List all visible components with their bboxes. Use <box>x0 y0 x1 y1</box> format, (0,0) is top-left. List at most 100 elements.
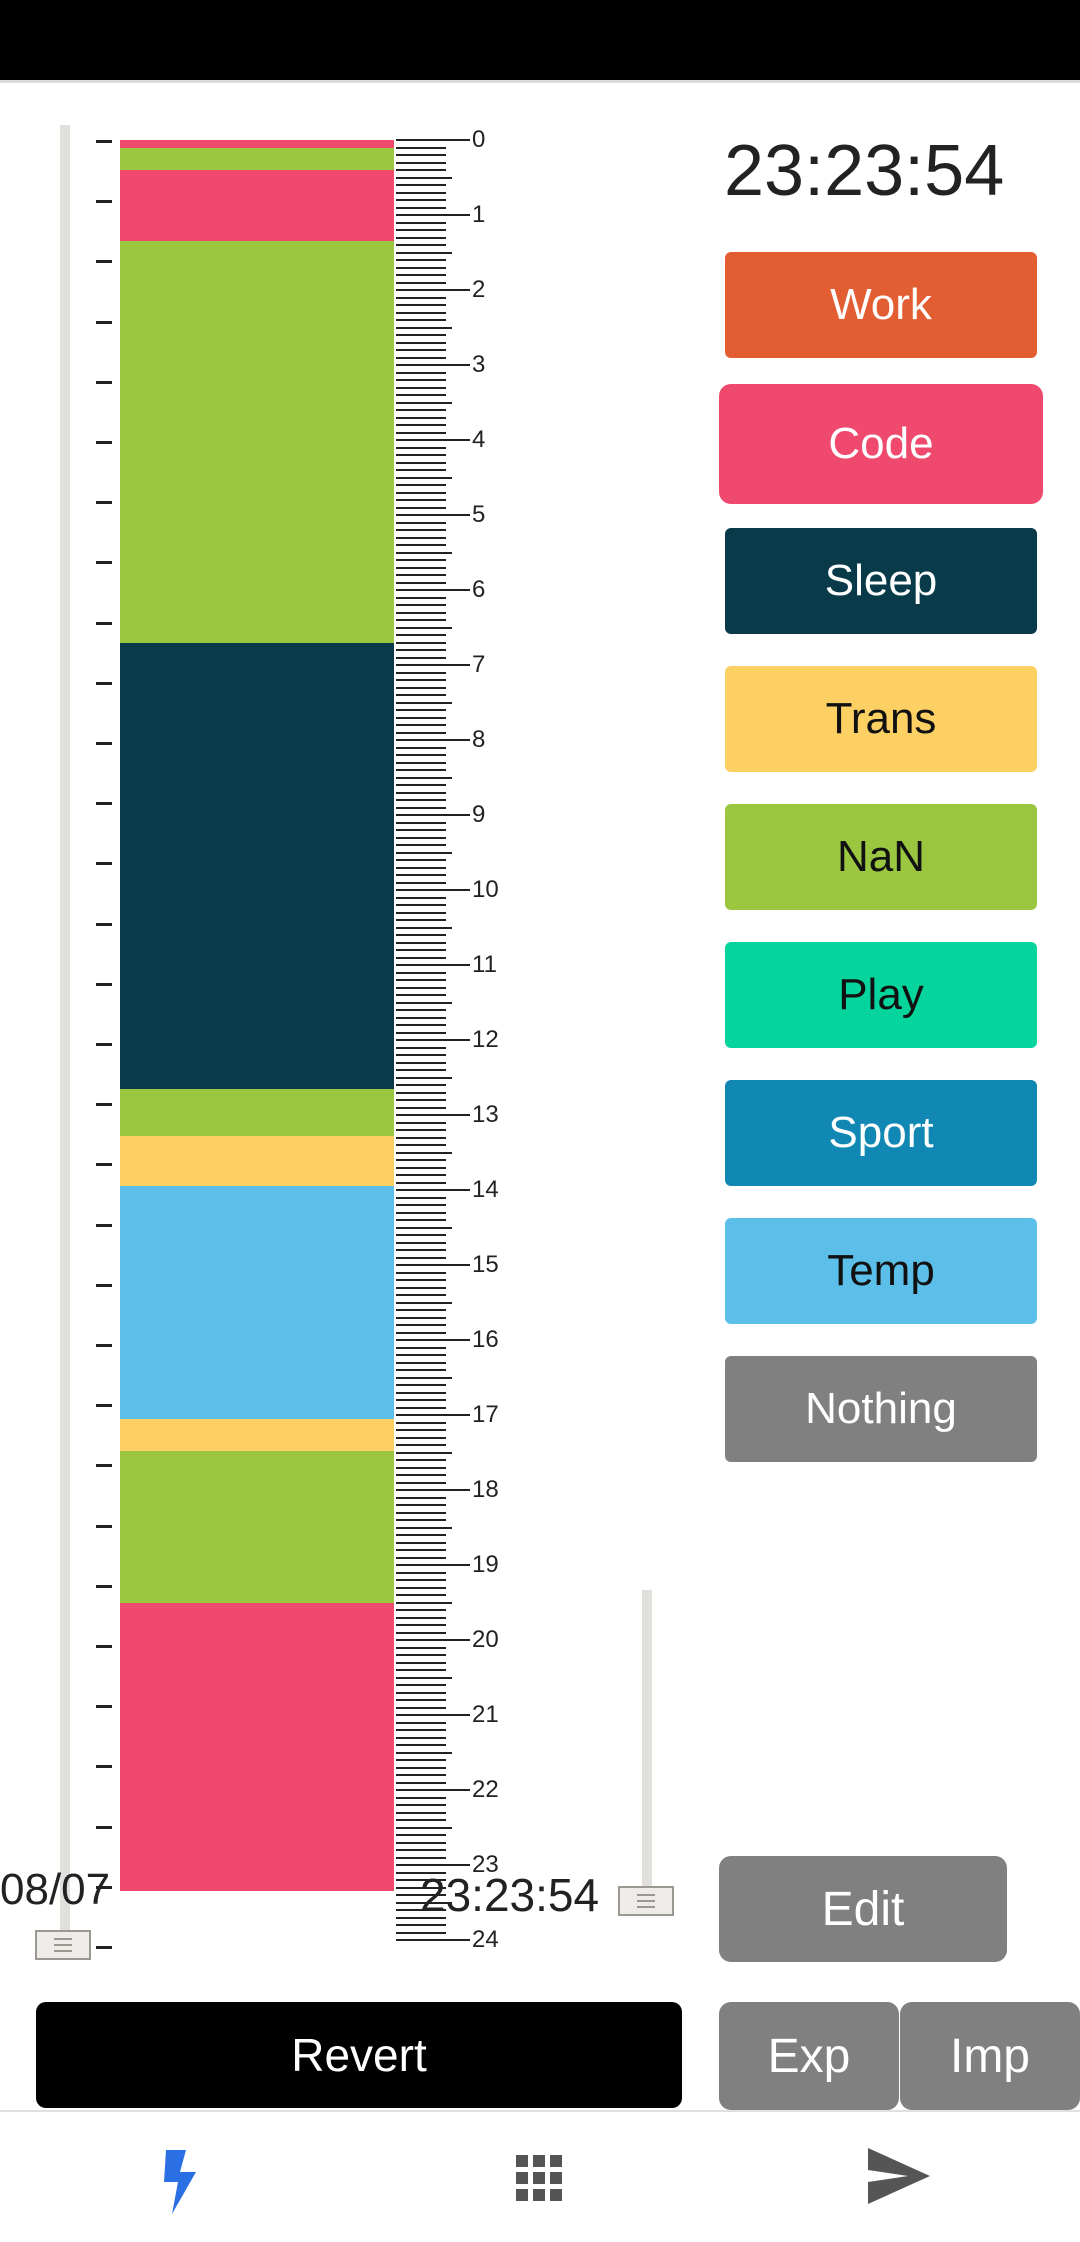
ruler-minor-tick <box>396 1009 446 1011</box>
timeline-segment-trans[interactable] <box>120 1136 394 1187</box>
ruler-minor-tick <box>396 1736 446 1739</box>
timeline-segment-trans[interactable] <box>120 1418 394 1451</box>
edit-button[interactable]: Edit <box>719 1856 1007 1962</box>
timeline-segment-code[interactable] <box>120 140 394 148</box>
ruler-minor-tick <box>396 536 446 539</box>
category-button-nothing[interactable]: Nothing <box>725 1356 1037 1462</box>
category-button-temp[interactable]: Temp <box>725 1218 1037 1324</box>
ruler-minor-tick <box>396 304 446 306</box>
import-button[interactable]: Imp <box>900 2002 1080 2110</box>
ruler-minor-tick <box>396 409 446 411</box>
ruler-half-tick <box>396 1376 452 1379</box>
category-button-play[interactable]: Play <box>725 942 1037 1048</box>
ruler-minor-tick <box>396 416 446 419</box>
lightning-icon[interactable] <box>160 2150 200 2219</box>
dash-tick <box>96 1043 112 1046</box>
ruler-major-tick <box>396 1939 470 1941</box>
timeline-segment-nan[interactable] <box>120 147 394 170</box>
ruler-minor-tick <box>396 896 446 899</box>
grid-icon[interactable] <box>516 2155 562 2206</box>
time-slider-handle[interactable] <box>618 1886 674 1916</box>
ruler-hour-label: 21 <box>472 1701 499 1728</box>
ruler-minor-tick <box>396 1069 446 1071</box>
revert-button[interactable]: Revert <box>36 2002 682 2108</box>
ruler-minor-tick <box>396 1586 446 1589</box>
send-icon[interactable] <box>868 2148 930 2209</box>
ruler-minor-tick <box>396 769 446 771</box>
ruler-minor-tick <box>396 379 446 381</box>
category-button-nan[interactable]: NaN <box>725 804 1037 910</box>
time-slider-track[interactable] <box>642 1590 652 1890</box>
ruler-minor-tick <box>396 1309 446 1311</box>
export-button[interactable]: Exp <box>719 2002 899 2110</box>
ruler-minor-tick <box>396 844 446 846</box>
ruler-minor-tick <box>396 1534 446 1536</box>
date-slider-handle[interactable] <box>35 1930 91 1960</box>
ruler-major-tick <box>396 814 470 816</box>
ruler-minor-tick <box>396 1924 446 1926</box>
ruler-major-tick <box>396 1714 470 1716</box>
ruler-minor-tick <box>396 341 446 344</box>
ruler-minor-tick <box>396 1849 446 1851</box>
timeline-segment-temp[interactable] <box>120 1186 394 1419</box>
timeline-segment-nan[interactable] <box>120 241 394 643</box>
ruler-major-tick <box>396 964 470 966</box>
ruler-minor-tick <box>396 1196 446 1199</box>
ruler-minor-tick <box>396 1091 446 1094</box>
ruler-minor-tick <box>396 881 446 884</box>
ruler-minor-tick <box>396 1931 446 1934</box>
ruler-minor-tick <box>396 1421 446 1424</box>
ruler-minor-tick <box>396 461 446 464</box>
ruler-minor-tick <box>396 641 446 644</box>
ruler-hour-label: 14 <box>472 1176 499 1203</box>
ruler-minor-tick <box>396 994 446 996</box>
ruler-minor-tick <box>396 1909 446 1911</box>
ruler-minor-tick <box>396 1129 446 1131</box>
ruler-major-tick <box>396 1864 470 1866</box>
category-button-code[interactable]: Code <box>719 384 1043 504</box>
ruler-major-tick <box>396 1339 470 1341</box>
ruler-minor-tick <box>396 1879 446 1881</box>
timeline-segment-code[interactable] <box>120 1602 394 1892</box>
ruler-minor-tick <box>396 1481 446 1484</box>
timeline-segment-nan[interactable] <box>120 1451 394 1603</box>
ruler-hour-label: 23 <box>472 1851 499 1878</box>
ruler-minor-tick <box>396 1466 446 1469</box>
ruler-minor-tick <box>396 1519 446 1521</box>
ruler-hour-label: 12 <box>472 1026 499 1053</box>
ruler-minor-tick <box>396 1429 446 1431</box>
ruler-minor-tick <box>396 1391 446 1394</box>
ruler-minor-tick <box>396 604 446 606</box>
ruler-half-tick <box>396 551 452 554</box>
ruler-minor-tick <box>396 454 446 456</box>
dash-tick <box>96 380 112 384</box>
ruler-minor-tick <box>396 521 446 524</box>
ruler-major-tick <box>396 1489 470 1491</box>
category-button-sport[interactable]: Sport <box>725 1080 1037 1186</box>
ruler-hour-label: 4 <box>472 426 486 453</box>
dash-tick <box>96 260 112 264</box>
ruler-minor-tick <box>396 1046 446 1049</box>
ruler-minor-tick <box>396 266 446 269</box>
timeline-segment-code[interactable] <box>120 170 394 242</box>
dash-tick <box>96 742 112 745</box>
date-slider-track[interactable] <box>60 125 70 1955</box>
ruler-half-tick <box>396 926 452 929</box>
timeline-segment-sleep[interactable] <box>120 642 394 1089</box>
dash-tick <box>96 621 112 625</box>
ruler-minor-tick <box>396 934 446 936</box>
category-button-sleep[interactable]: Sleep <box>725 528 1037 634</box>
ruler-minor-tick <box>396 761 446 764</box>
ruler-minor-tick <box>396 446 446 449</box>
ruler-minor-tick <box>396 1474 446 1476</box>
dash-tick <box>96 441 112 444</box>
ruler-hour-label: 19 <box>472 1551 499 1578</box>
category-button-work[interactable]: Work <box>725 252 1037 358</box>
dash-tick <box>96 1103 112 1107</box>
ruler-minor-tick <box>396 1631 446 1634</box>
ruler-minor-tick <box>396 1661 446 1664</box>
ruler-minor-tick <box>396 319 446 321</box>
category-button-trans[interactable]: Trans <box>725 666 1037 772</box>
timeline-segment-nan[interactable] <box>120 1088 394 1136</box>
ruler-minor-tick <box>396 1654 446 1656</box>
